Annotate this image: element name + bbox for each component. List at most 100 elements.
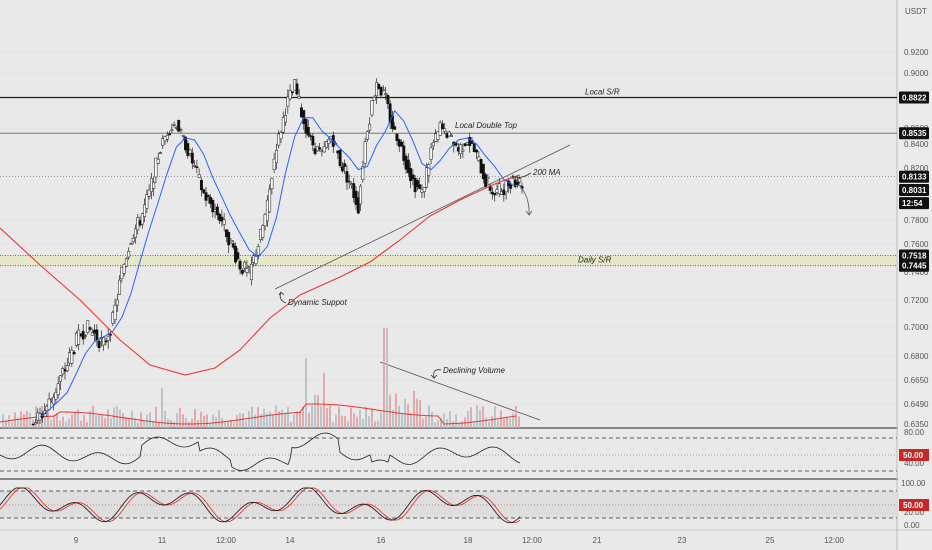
- price-tag-label: 0.8031: [902, 186, 927, 195]
- candle-body: [343, 163, 347, 167]
- volume-bar: [476, 405, 478, 428]
- candle-body: [229, 240, 233, 243]
- volume-bar: [269, 411, 271, 428]
- price-axis-layer[interactable]: USDT0.92000.90000.86000.84000.82000.7800…: [898, 0, 932, 550]
- candle-body: [211, 199, 215, 213]
- volume-bar: [335, 414, 337, 428]
- time-tick-label: 18: [464, 536, 473, 545]
- volume-bar: [170, 419, 172, 428]
- candle-body: [368, 123, 372, 131]
- candle-body: [518, 178, 522, 183]
- candle-body: [475, 149, 478, 153]
- zones-layer: [0, 255, 897, 266]
- candle-body: [461, 149, 465, 152]
- price-tick-label: 0.7200: [904, 296, 929, 305]
- volume-bar: [125, 417, 127, 428]
- volume-bar: [275, 405, 277, 428]
- candle-body: [195, 166, 199, 169]
- candle-body: [356, 197, 360, 214]
- volume-bar: [515, 406, 517, 428]
- volume-bar: [233, 422, 235, 428]
- volume-bar: [386, 328, 388, 428]
- volume-bar: [254, 414, 256, 428]
- candle-body: [190, 152, 194, 164]
- candle-body: [425, 167, 428, 188]
- price-tick-label: 0.6800: [904, 352, 929, 361]
- candle-body: [240, 270, 244, 274]
- candle-body: [443, 128, 447, 132]
- candle-body: [375, 82, 378, 97]
- volume-bar: [86, 422, 88, 428]
- projection-arrow: [519, 185, 533, 217]
- volume-bar: [311, 405, 313, 428]
- time-tick-label: 12:00: [522, 536, 543, 545]
- candle-body: [516, 181, 519, 185]
- volume-bar: [410, 412, 412, 428]
- candle-body: [402, 145, 406, 161]
- time-tick-label: 23: [678, 536, 687, 545]
- volume-bar: [230, 419, 232, 428]
- candle-body: [493, 192, 497, 196]
- candle-body: [202, 189, 206, 194]
- price-tick-label: 0.9200: [904, 48, 929, 57]
- volume-bar: [191, 418, 193, 428]
- volume-bar: [440, 417, 442, 428]
- candle-body: [338, 150, 342, 166]
- volume-bar: [437, 420, 439, 428]
- volume-bar: [71, 414, 73, 428]
- candle-body: [156, 158, 160, 164]
- volume-bar: [458, 422, 460, 428]
- candle-body: [429, 147, 433, 160]
- price-tag-label: 12:54: [902, 199, 923, 208]
- volume-bar: [341, 415, 343, 428]
- volume-bar: [257, 407, 259, 428]
- candle-body: [377, 83, 381, 89]
- volume-bar: [203, 415, 205, 428]
- volume-bar: [485, 417, 487, 428]
- candle-body: [193, 164, 197, 167]
- price-tag-label: 0.8133: [902, 173, 927, 182]
- candle-body: [70, 349, 74, 364]
- price-tick-label: 0.6490: [904, 400, 929, 409]
- candle-body: [127, 251, 131, 258]
- volume-bar: [371, 408, 373, 428]
- volume-bar: [68, 418, 70, 428]
- price-tag-label: 0.8535: [902, 129, 927, 138]
- candle-body: [275, 149, 278, 164]
- candle-body: [147, 189, 151, 197]
- volume-bar: [293, 414, 295, 428]
- volume-bar: [119, 409, 121, 428]
- volume-bar: [395, 393, 397, 428]
- candle-body: [281, 117, 285, 133]
- candle-body: [311, 135, 315, 146]
- volume-bar: [242, 413, 244, 428]
- candle-body: [418, 184, 422, 189]
- candle-body: [134, 228, 137, 238]
- time-axis-layer[interactable]: 9 11 12:00 14 16 18 12:00 21 23 25 12:00: [0, 529, 932, 545]
- candle-body: [181, 135, 185, 137]
- candle-body: [145, 194, 149, 209]
- volume-bar: [137, 422, 139, 428]
- volume-bar: [308, 412, 310, 428]
- volume-bar: [206, 414, 208, 428]
- volume-bar: [5, 420, 7, 428]
- volume-bar: [161, 388, 163, 428]
- volume-bar: [302, 406, 304, 428]
- candle-body: [197, 174, 201, 179]
- volume-bar: [413, 390, 415, 428]
- candle-body: [140, 213, 144, 225]
- price-tag: [899, 183, 929, 196]
- candle-body: [113, 304, 117, 320]
- volume-bar: [296, 411, 298, 428]
- candle-body: [325, 141, 328, 148]
- volume-bar: [65, 421, 67, 428]
- volume-bar: [122, 413, 124, 428]
- candle-body: [345, 171, 349, 183]
- candle-body: [129, 243, 133, 245]
- candle-body: [165, 135, 169, 140]
- candle-body: [97, 340, 101, 349]
- stoch-level-label: 50.00: [903, 501, 924, 510]
- candle-body: [484, 174, 488, 187]
- volume-bar: [467, 410, 469, 428]
